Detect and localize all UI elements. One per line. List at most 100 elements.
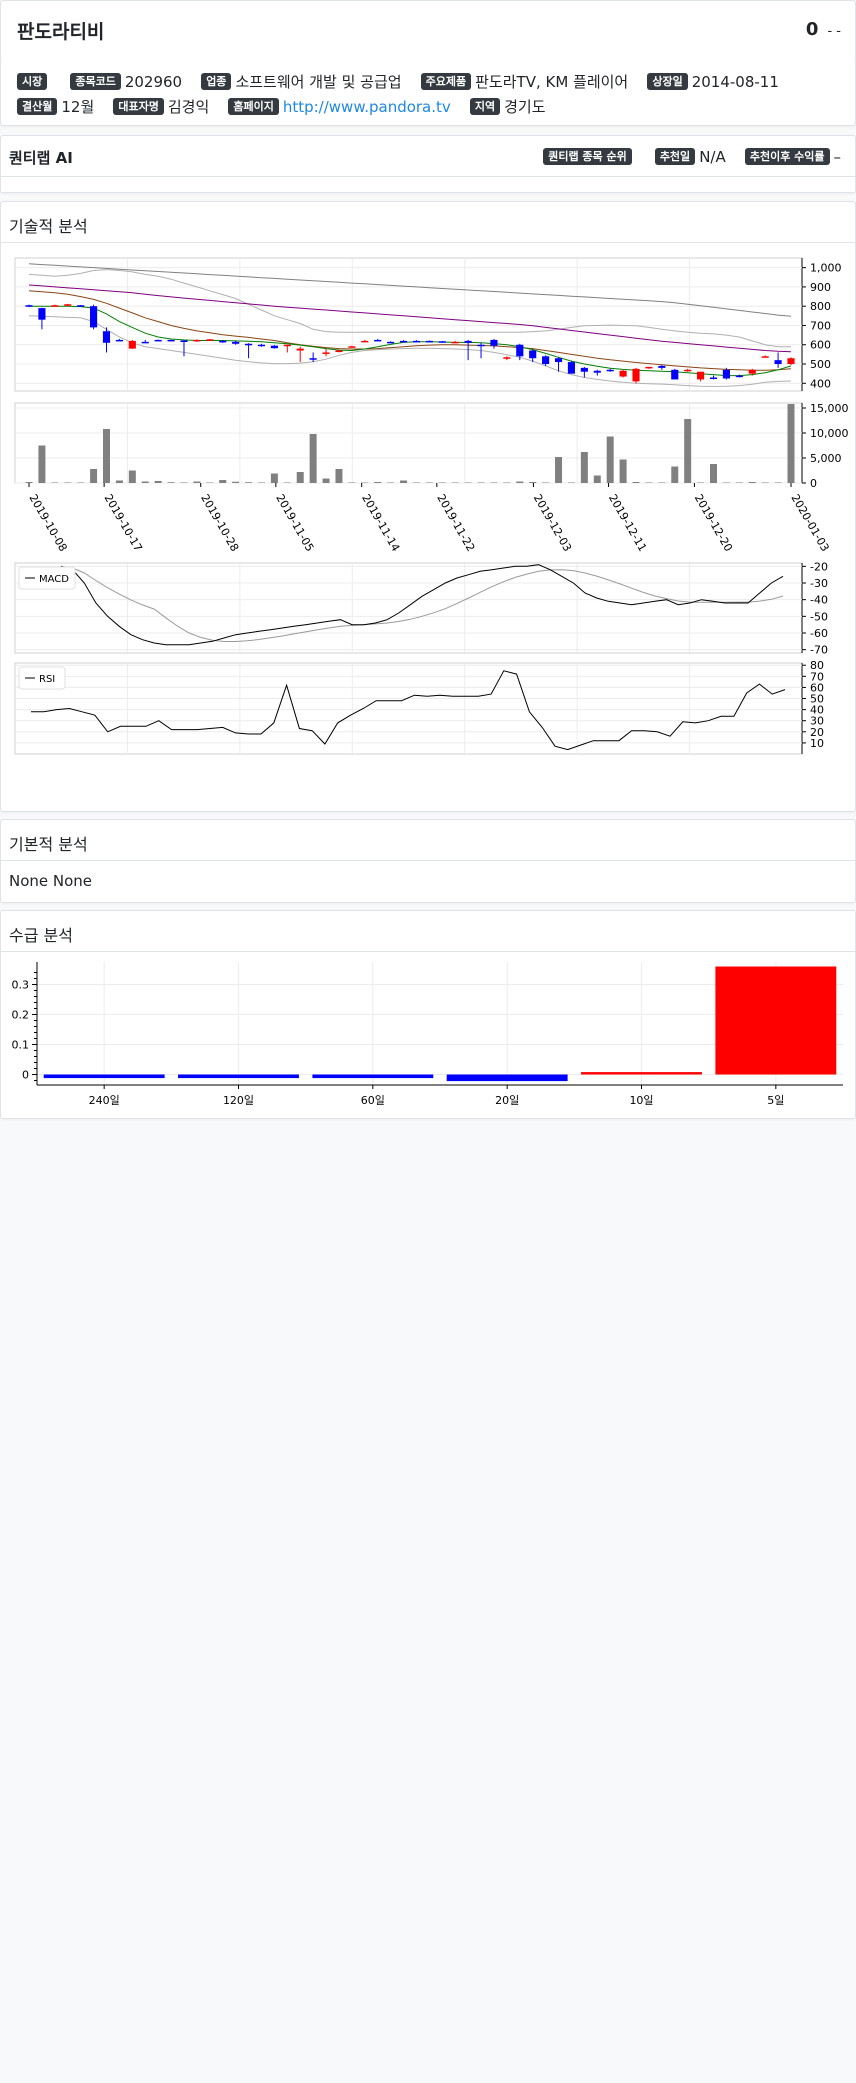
volume-bar <box>348 482 356 483</box>
candle-body <box>219 340 227 343</box>
listed-date-value: 2014-08-11 <box>691 72 779 91</box>
info-row-1: 시장 종목코드 202960 업종 소프트웨어 개발 및 공급업 주요제품 판도라TV… <box>17 71 793 92</box>
candle-body <box>606 369 614 372</box>
return-value: – <box>833 147 842 166</box>
rec-date-badge: 추천일 <box>654 148 696 165</box>
supply-bar <box>178 1074 299 1079</box>
volume-bar <box>735 482 743 483</box>
candle-body <box>387 341 395 344</box>
macd-y-tick-label: -70 <box>810 644 828 657</box>
date-tick-label: 2020-01-03 <box>788 492 831 554</box>
date-tick-label: 2019-12-20 <box>692 492 735 554</box>
date-tick-label: 2019-12-03 <box>531 492 574 554</box>
volume-bar <box>257 482 265 483</box>
candle-body <box>490 339 498 346</box>
supply-card: 수급 분석 0 0.1 0.2 0.3 240일 120일 60일 20일 10일 5일 <box>0 910 856 1119</box>
ceo-badge: 대표자명 <box>113 98 164 115</box>
product-value: 판도라TV, KM 플레이어 <box>475 73 629 91</box>
fundamental-header: 기본적 분석 <box>1 820 855 861</box>
volume-bar <box>219 480 227 483</box>
macd-panel: -20 -30 -40 -50 -60 -70 MACD <box>14 560 828 657</box>
volume-frame <box>14 402 803 484</box>
volume-bar <box>154 481 162 483</box>
supply-bar <box>715 966 837 1075</box>
candle-body <box>90 306 98 328</box>
volume-bar <box>490 482 498 483</box>
macd-y-tick-label: -50 <box>810 610 828 623</box>
moving-average-line-1 <box>28 263 792 317</box>
volume-bar <box>451 482 459 483</box>
volume-bar <box>128 470 136 483</box>
candle-body <box>554 358 563 363</box>
volume-bar <box>141 481 149 483</box>
rsi-y-tick-label: 60 <box>810 681 824 694</box>
candle-body <box>180 340 188 342</box>
volume-bar <box>115 480 123 483</box>
volume-bar <box>542 482 550 483</box>
volume-bar <box>425 482 433 483</box>
price-value: 0 <box>805 19 819 40</box>
volume-panel: 0 5,000 10,000 15,000 <box>14 402 849 490</box>
moving-average-line-3 <box>28 290 792 371</box>
fundamental-text: None None <box>9 872 93 890</box>
rsi-y-tick-label: 70 <box>810 670 824 683</box>
date-tick-label: 2019-11-05 <box>273 492 316 554</box>
date-tick-label: 2019-12-11 <box>606 492 649 554</box>
volume-bar <box>722 482 730 483</box>
candle-body <box>684 369 692 372</box>
candle-body <box>645 366 653 369</box>
supply-bar <box>446 1074 568 1082</box>
candle-body <box>438 341 446 343</box>
volume-bar <box>632 482 640 483</box>
volume-bar <box>748 482 756 483</box>
supply-x-tick-label: 120일 <box>223 1093 254 1107</box>
rsi-legend-label: RSI <box>39 674 55 685</box>
ceo-value: 김경익 <box>167 98 210 116</box>
macd-y-tick-label: -20 <box>810 560 828 573</box>
macd-y-tick-label: -40 <box>810 594 828 607</box>
info-row-2: 결산월 12월 대표자명 김경익 홈페이지 http://www.pandora.tv… <box>17 96 560 117</box>
volume-bar <box>296 472 304 483</box>
return-badge: 추천이후 수익률 <box>744 148 830 165</box>
price-frame <box>14 257 803 392</box>
volume-bar <box>774 482 782 483</box>
date-tick-label: 2019-10-17 <box>102 492 145 554</box>
bollinger-upper-line <box>28 269 791 348</box>
bollinger-lower-line <box>28 315 792 387</box>
candle-body <box>774 360 782 365</box>
candle-body <box>580 367 588 372</box>
fiscal-month-badge: 결산월 <box>17 98 58 115</box>
date-tick-label: 2019-10-28 <box>198 492 241 554</box>
rsi-y-tick-label: 10 <box>810 737 824 750</box>
code-badge: 종목코드 <box>70 73 121 90</box>
rsi-y-tick-label: 50 <box>810 693 824 706</box>
rsi-y-tick-label: 30 <box>810 715 824 728</box>
code-value: 202960 <box>124 72 183 91</box>
candle-body <box>567 362 576 374</box>
candle-body <box>270 345 278 349</box>
candle-body <box>516 344 524 357</box>
homepage-link[interactable]: http://www.pandora.tv <box>282 97 451 116</box>
supply-bar <box>581 1072 702 1075</box>
candle-body <box>697 371 705 380</box>
volume-bar <box>193 481 201 483</box>
macd-legend-box <box>18 566 76 590</box>
volume-bar <box>645 482 653 483</box>
volume-bar <box>77 482 85 483</box>
supply-x-tick-label: 20일 <box>495 1093 519 1107</box>
candle-body <box>348 346 356 348</box>
supply-bar <box>43 1074 165 1079</box>
macd-legend-label: MACD <box>39 574 69 585</box>
volume-bar <box>400 480 408 483</box>
moving-average-line-4 <box>29 305 792 377</box>
rsi-y-tick-label: 20 <box>810 726 824 739</box>
volume-bar <box>761 482 769 483</box>
volume-bar <box>361 482 369 483</box>
volume-bar <box>593 475 601 483</box>
candle-body <box>232 341 240 344</box>
volume-y-tick-label: 0 <box>810 477 817 490</box>
candle-body <box>412 340 421 343</box>
rsi-y-tick-label: 80 <box>810 659 824 672</box>
volume-bar <box>38 445 46 483</box>
candle-body <box>335 350 343 353</box>
